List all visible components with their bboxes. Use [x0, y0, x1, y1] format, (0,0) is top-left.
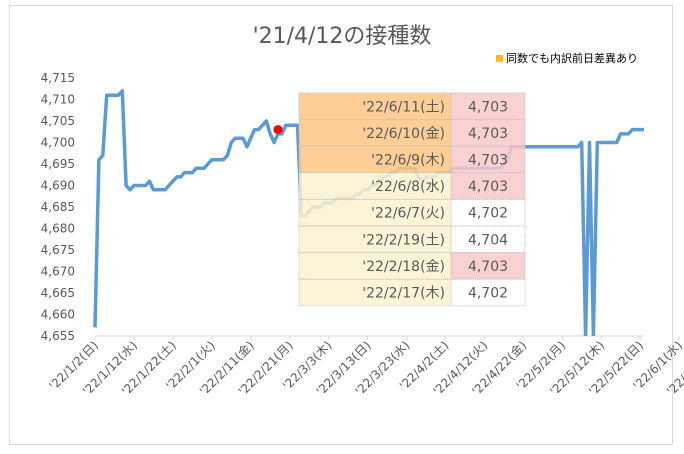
- table-value-cell: [450, 145, 526, 174]
- table-value-cell: [450, 225, 526, 254]
- y-tick-label: 4,680: [41, 222, 75, 236]
- table-date: '22/2/17(木): [362, 286, 445, 302]
- y-tick-label: 4,655: [41, 329, 75, 343]
- table-value: 4,704: [468, 232, 508, 248]
- chart-title: '21/4/12の接種数: [252, 24, 432, 49]
- table-value: 4,703: [468, 259, 508, 275]
- table-date-cell: [298, 92, 452, 121]
- data-marker: [273, 125, 283, 135]
- table-value: 4,703: [468, 126, 508, 142]
- y-tick-label: 4,705: [41, 114, 75, 128]
- table-value-cell: [450, 252, 526, 280]
- table-value-cell: [450, 172, 526, 200]
- table-value-cell: [450, 92, 526, 121]
- y-tick-label: 4,685: [41, 200, 75, 214]
- table-date: '22/6/11(土): [362, 99, 445, 115]
- table-value: 4,703: [468, 153, 508, 169]
- table-date-cell: [298, 278, 452, 307]
- legend-swatch: [496, 54, 503, 62]
- table-date-cell: [298, 198, 452, 227]
- table-date: '22/6/7(火): [371, 206, 445, 222]
- table-date: '22/2/18(金): [362, 259, 445, 275]
- y-tick-label: 4,710: [41, 93, 75, 107]
- table-date-cell: [298, 145, 452, 174]
- chart-frame: [9, 5, 673, 445]
- legend: 同数でも内訳前日差異あり: [496, 50, 638, 66]
- y-tick-label: 4,660: [41, 308, 75, 322]
- y-tick-label: 4,695: [41, 157, 75, 171]
- table-value-cell: [450, 278, 526, 307]
- y-tick-label: 4,715: [41, 71, 75, 85]
- y-tick-label: 4,665: [41, 286, 75, 300]
- table-value: 4,702: [468, 286, 508, 302]
- table-value: 4,703: [468, 179, 508, 195]
- y-tick-label: 4,675: [41, 243, 75, 257]
- table-value: 4,703: [468, 99, 508, 115]
- table-value: 4,702: [468, 206, 508, 222]
- table-date: '22/6/10(金): [362, 126, 445, 142]
- table-value-cell: [450, 198, 526, 227]
- y-tick-label: 4,690: [41, 179, 75, 193]
- legend-label: 同数でも内訳前日差異あり: [506, 52, 638, 65]
- table-date: '22/2/19(土): [362, 232, 445, 248]
- table-date-cell: [298, 172, 452, 200]
- table-value-cell: [450, 119, 526, 147]
- table-date: '22/6/8(水): [371, 179, 445, 195]
- y-tick-label: 4,700: [41, 136, 75, 150]
- table-date-cell: [298, 119, 452, 147]
- y-tick-label: 4,670: [41, 265, 75, 279]
- table-date: '22/6/9(木): [371, 153, 445, 169]
